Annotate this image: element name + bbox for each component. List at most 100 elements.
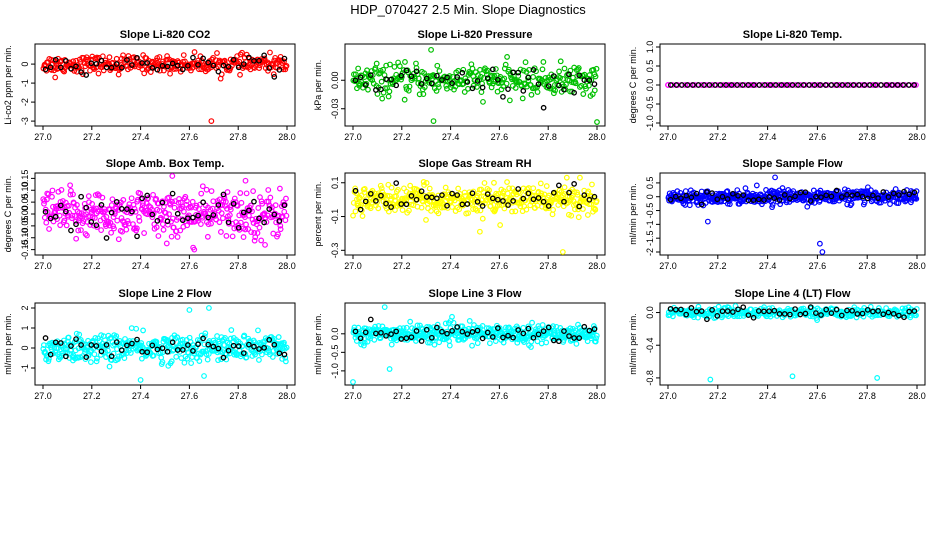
summary-point (179, 66, 186, 73)
chart-title: Slope Li-820 Temp. (743, 29, 842, 41)
data-point (173, 353, 180, 360)
data-point (583, 85, 589, 92)
data-point (74, 202, 80, 208)
data-point (115, 356, 121, 363)
data-point (49, 193, 55, 200)
summary-point (73, 336, 79, 342)
data-point (380, 66, 387, 73)
data-point (426, 79, 433, 86)
summary-point (520, 195, 527, 202)
outlier-point (707, 376, 714, 383)
summary-point (83, 72, 90, 78)
summary-point (489, 66, 496, 73)
summary-point (113, 199, 120, 205)
summary-point (52, 213, 59, 220)
data-point (108, 229, 115, 236)
summary-point (378, 86, 384, 93)
summary-point (205, 341, 212, 348)
x-tick-label: 27.0 (344, 391, 362, 401)
x-tick-label: 28.0 (908, 261, 926, 271)
x-tick-label: 27.8 (539, 391, 557, 401)
y-tick-label: -1.5 (645, 230, 655, 246)
summary-point (154, 66, 161, 73)
data-point (423, 180, 430, 186)
summary-point (911, 308, 918, 314)
summary-point (870, 192, 876, 199)
data-point (449, 313, 455, 320)
plot-frame (34, 43, 296, 127)
summary-point (561, 328, 567, 334)
data-point (375, 323, 382, 329)
summary-point (428, 334, 435, 341)
summary-point (225, 347, 232, 354)
data-point (191, 49, 198, 55)
summary-point (818, 194, 824, 201)
data-point (769, 201, 776, 208)
data-point (218, 210, 225, 217)
data-point (373, 60, 380, 67)
summary-point (586, 77, 593, 84)
data-point (528, 91, 535, 98)
summary-point (149, 64, 156, 71)
data-point (425, 339, 431, 346)
chart-panel: Slope Line 3 Flow 27.0 27.2 27.4 27.6 27.8 28.… (313, 288, 606, 401)
x-tick-label: 27.0 (659, 261, 677, 271)
data-point (435, 210, 442, 217)
data-point (365, 86, 371, 93)
data-point (224, 189, 231, 195)
data-point (867, 187, 874, 194)
data-point (726, 201, 733, 208)
data-point (111, 225, 117, 232)
data-point (414, 322, 421, 329)
data-point (136, 217, 143, 224)
x-tick-label: 27.6 (809, 261, 827, 271)
summary-point (561, 86, 567, 93)
summary-point (195, 341, 201, 348)
summary-point (266, 336, 273, 343)
y-axis-label: ml/min per min. (628, 313, 638, 375)
summary-point (505, 332, 511, 339)
data-point (100, 67, 107, 74)
summary-point (388, 76, 394, 83)
data-point (141, 70, 148, 77)
data-point (395, 186, 401, 193)
data-point (572, 80, 579, 87)
data-point (237, 219, 244, 226)
summary-point (113, 339, 120, 345)
summary-point (88, 342, 95, 348)
summary-point (807, 304, 814, 310)
summary-point (885, 309, 892, 316)
outlier-point (772, 174, 778, 181)
y-tick-label: -0.5 (645, 203, 655, 219)
data-point (120, 197, 127, 203)
data-point (486, 340, 493, 347)
summary-point (169, 60, 176, 67)
data-point (149, 214, 156, 221)
data-point (504, 190, 511, 197)
data-point (265, 67, 271, 74)
data-point (848, 200, 855, 207)
data-point (238, 199, 245, 206)
summary-point (281, 202, 288, 209)
summary-point (591, 193, 598, 200)
summary-point (823, 306, 830, 313)
summary-point (750, 314, 757, 321)
data-point (228, 327, 235, 333)
data-point (48, 67, 55, 73)
data-point (592, 73, 599, 80)
chart-title: Slope Li-820 Pressure (418, 29, 533, 41)
data-point (275, 231, 281, 238)
summary-point (383, 332, 389, 339)
summary-point (378, 192, 384, 199)
data-point (567, 197, 574, 204)
data-point (204, 233, 211, 240)
y-tick-label: -0.5 (330, 345, 340, 361)
summary-point (403, 335, 410, 342)
summary-point (261, 219, 267, 226)
x-tick-label: 27.2 (83, 261, 101, 271)
data-point (99, 194, 106, 201)
summary-point (806, 82, 812, 88)
summary-point (144, 349, 151, 356)
summary-point (235, 343, 242, 350)
